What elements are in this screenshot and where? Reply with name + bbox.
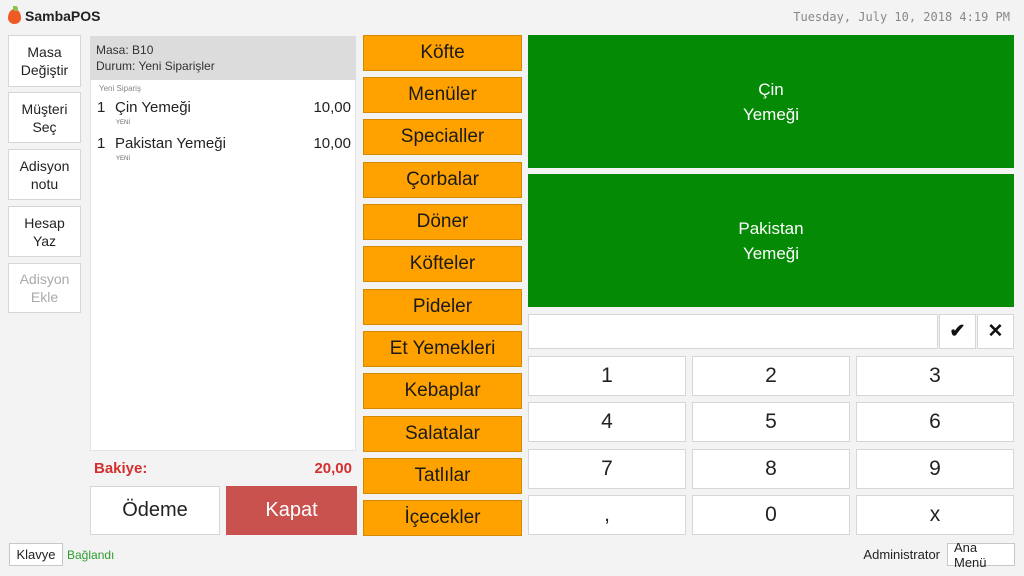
- current-user: Administrator: [863, 547, 940, 562]
- category-button[interactable]: Et Yemekleri: [363, 331, 522, 367]
- order-name: Pakistan Yemeği: [115, 135, 226, 152]
- category-button[interactable]: Pideler: [363, 289, 522, 325]
- button-label: Hesap Yaz: [24, 214, 65, 249]
- order-row[interactable]: 1 Pakistan Yemeği YENİ 10,00: [91, 129, 355, 165]
- numpad-key-4[interactable]: 4: [528, 402, 686, 442]
- ticket-status: Durum: Yeni Siparişler: [96, 59, 215, 73]
- numpad-key-9[interactable]: 9: [856, 449, 1014, 489]
- balance-value: 20,00: [314, 460, 352, 477]
- category-button[interactable]: Menüler: [363, 77, 522, 113]
- close-ticket-button[interactable]: Kapat: [226, 486, 357, 535]
- numpad-key-0[interactable]: 0: [692, 495, 850, 535]
- balance-label: Bakiye:: [94, 460, 148, 477]
- order-quantity: 1: [97, 99, 106, 116]
- change-table-button[interactable]: Masa Değiştir: [8, 35, 81, 87]
- menu-item-button[interactable]: Çin Yemeği: [528, 35, 1014, 168]
- category-button[interactable]: Salatalar: [363, 416, 522, 452]
- clear-button[interactable]: ✕: [977, 314, 1014, 349]
- main-menu-button[interactable]: Ana Menü: [947, 540, 1015, 570]
- connection-status: Bağlandı: [67, 548, 115, 562]
- ticket-note-button[interactable]: Adisyon notu: [8, 149, 81, 200]
- header-bar: SambaPOS Tuesday, July 10, 2018 4:19 PM: [0, 0, 1024, 34]
- app-logo: SambaPOS: [8, 5, 101, 24]
- button-label: Müşteri: [21, 100, 68, 117]
- numpad-key-multiply[interactable]: x: [856, 495, 1014, 535]
- category-button[interactable]: Köfteler: [363, 246, 522, 282]
- balance-row: Bakiye: 20,00: [90, 458, 356, 478]
- ticket-table: Masa: B10: [96, 43, 154, 57]
- datetime-display: Tuesday, July 10, 2018 4:19 PM: [793, 10, 1010, 24]
- menu-item-label: Yemeği: [742, 104, 800, 124]
- button-label: notu: [30, 175, 59, 192]
- category-button[interactable]: Köfte: [363, 35, 522, 71]
- select-customer-button[interactable]: Müşteri Seç: [8, 92, 81, 143]
- order-row[interactable]: 1 Çin Yemeği YENİ 10,00: [91, 93, 355, 129]
- category-button[interactable]: İçecekler: [363, 500, 522, 536]
- order-price: 10,00: [313, 99, 351, 116]
- menu-item-button[interactable]: Pakistan Yemeği: [528, 174, 1014, 307]
- category-button[interactable]: Çorbalar: [363, 162, 522, 198]
- button-label: Masa: [27, 44, 62, 60]
- numpad-key-7[interactable]: 7: [528, 449, 686, 489]
- order-name: Çin Yemeği: [115, 99, 191, 116]
- button-label: Adisyon: [19, 271, 70, 287]
- numpad-key-1[interactable]: 1: [528, 356, 686, 396]
- keyboard-button[interactable]: Klavye: [9, 543, 63, 566]
- button-label: Değiştir: [20, 62, 69, 78]
- button-label: Ekle: [30, 289, 59, 305]
- ticket-header: Masa: B10 Durum: Yeni Siparişler: [90, 36, 356, 80]
- ticket-orders-list: Yeni Sipariş 1 Çin Yemeği YENİ 10,00 1 P…: [90, 80, 356, 451]
- menu-item-label: Pakistan: [738, 218, 804, 238]
- order-quantity: 1: [97, 135, 106, 152]
- numpad-input[interactable]: [528, 314, 938, 349]
- category-button[interactable]: Specialler: [363, 119, 522, 155]
- order-status: YENİ: [116, 156, 131, 162]
- numpad-key-3[interactable]: 3: [856, 356, 1014, 396]
- button-label: Adisyon: [19, 157, 70, 174]
- order-section-label: Yeni Sipariş: [99, 84, 141, 93]
- confirm-button[interactable]: ✔: [939, 314, 976, 349]
- category-button[interactable]: Tatlılar: [363, 458, 522, 494]
- numpad-key-6[interactable]: 6: [856, 402, 1014, 442]
- print-bill-button[interactable]: Hesap Yaz: [8, 206, 81, 257]
- check-icon: ✔: [949, 321, 966, 342]
- numpad-key-8[interactable]: 8: [692, 449, 850, 489]
- close-icon: ✕: [987, 321, 1004, 342]
- category-button[interactable]: Döner: [363, 204, 522, 240]
- numpad-key-comma[interactable]: ,: [528, 495, 686, 535]
- menu-item-label: Çin: [758, 79, 784, 99]
- payment-button[interactable]: Ödeme: [90, 486, 220, 535]
- order-status: YENİ: [116, 120, 131, 126]
- button-label: Seç: [32, 118, 57, 135]
- app-name: SambaPOS: [25, 8, 101, 24]
- add-ticket-button[interactable]: Adisyon Ekle: [8, 263, 81, 313]
- sambapos-logo-icon: [8, 5, 21, 24]
- category-button[interactable]: Kebaplar: [363, 373, 522, 409]
- numpad-key-2[interactable]: 2: [692, 356, 850, 396]
- numpad-key-5[interactable]: 5: [692, 402, 850, 442]
- order-price: 10,00: [313, 135, 351, 152]
- menu-item-label: Yemeği: [742, 243, 800, 263]
